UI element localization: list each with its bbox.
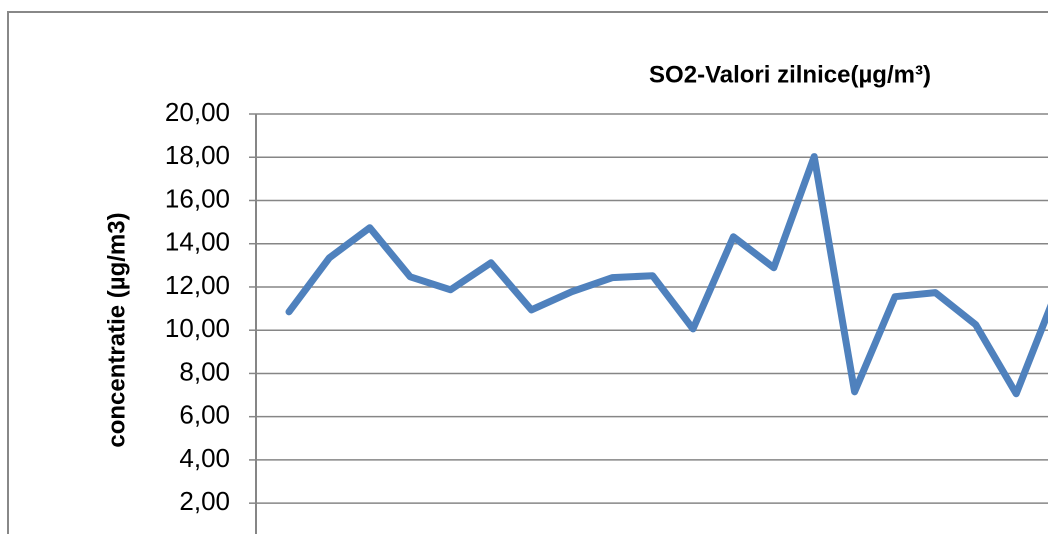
y-tick-label: 10,00 (165, 313, 230, 343)
y-tick-label: 6,00 (179, 400, 230, 430)
y-tick-label: 8,00 (179, 356, 230, 386)
y-tick-label: 2,00 (179, 486, 230, 516)
chart-title: SO2-Valori zilnice(µg/m³) (649, 61, 931, 88)
y-tick-label: 14,00 (165, 227, 230, 257)
chart-frame (7, 11, 1048, 534)
y-tick-label: 4,00 (179, 443, 230, 473)
y-tick-label: 16,00 (165, 183, 230, 213)
y-tick-label: 18,00 (165, 140, 230, 170)
y-tick-label: 12,00 (165, 270, 230, 300)
y-tick-label: 0,00 (179, 529, 230, 534)
y-tick-label: 20,00 (165, 97, 230, 127)
data-line (285, 153, 1048, 398)
y-axis-label: concentratie (µg/m3) (103, 212, 130, 447)
